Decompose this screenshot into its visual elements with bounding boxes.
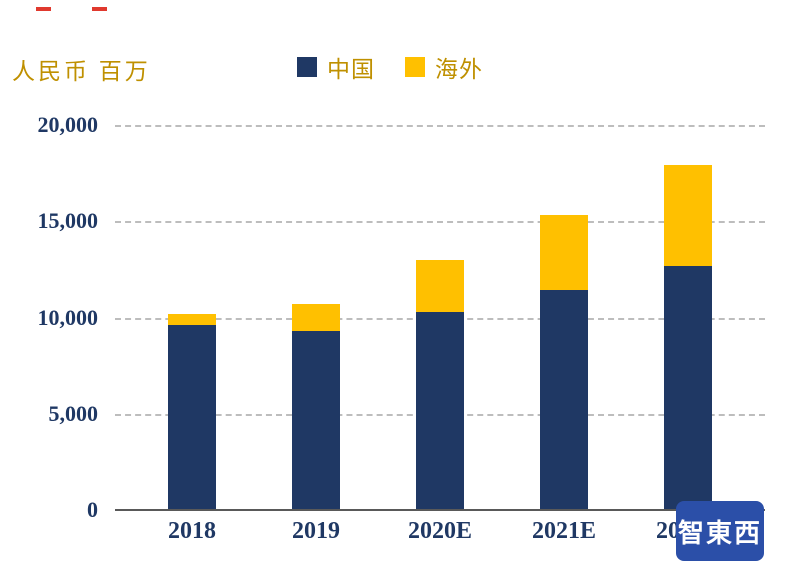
legend-label-china: 中国 xyxy=(327,57,375,82)
bar-group-2022E xyxy=(626,125,750,510)
gridline xyxy=(115,125,765,127)
red-artifact-mark xyxy=(92,7,107,11)
bar-group-2021E xyxy=(502,125,626,510)
y-tick-label: 0 xyxy=(87,497,98,522)
x-tick-label: 2019 xyxy=(292,518,340,544)
y-tick-label: 15,000 xyxy=(37,208,99,234)
y-tick-label: 20,000 xyxy=(37,112,99,137)
legend-item-overseas: 海外 xyxy=(405,50,483,84)
bar-segment-overseas xyxy=(168,313,216,326)
bar-segment-overseas xyxy=(664,165,712,266)
bar-segment-china xyxy=(292,330,340,510)
bar-segment-china xyxy=(168,325,216,510)
legend-item-china: 中国 xyxy=(297,50,375,84)
chart-legend: 中国 海外 xyxy=(297,50,483,84)
bar-segment-china xyxy=(540,289,588,510)
bar-stack xyxy=(540,215,588,510)
x-axis-labels: 201820192020E2021E2022E xyxy=(130,518,750,545)
bar-stack xyxy=(664,165,712,510)
bar-stack xyxy=(292,304,340,510)
bar-segment-china xyxy=(416,311,464,510)
y-tick-label: 5,000 xyxy=(48,400,99,426)
watermark-text: 智東西 xyxy=(677,518,762,548)
x-axis-line xyxy=(115,509,765,511)
chart-unit-label: 人民币 百万 xyxy=(12,59,151,84)
x-tick-label: 2018 xyxy=(168,518,216,544)
gridline xyxy=(115,221,765,224)
bar-segment-overseas xyxy=(416,259,464,312)
x-tick-label: 2021E xyxy=(531,518,596,544)
bar-group-2018 xyxy=(130,125,254,510)
bar-stack xyxy=(416,259,464,510)
bar-segment-overseas xyxy=(292,304,340,331)
bar-group-2019 xyxy=(254,125,378,510)
legend-label-overseas: 海外 xyxy=(435,57,483,82)
plot-area xyxy=(115,125,765,510)
red-artifact-mark xyxy=(36,7,51,11)
bar-segment-china xyxy=(664,265,712,510)
bar-stack xyxy=(168,313,216,510)
bars-row xyxy=(130,125,750,510)
bar-segment-overseas xyxy=(540,215,588,290)
legend-swatch-overseas xyxy=(405,57,425,77)
x-tick-label: 2020E xyxy=(407,518,472,544)
y-tick-label: 10,000 xyxy=(37,304,99,330)
watermark-logo: 智東西 xyxy=(676,501,764,561)
legend-swatch-china xyxy=(297,57,317,77)
bar-group-2020E xyxy=(378,125,502,510)
